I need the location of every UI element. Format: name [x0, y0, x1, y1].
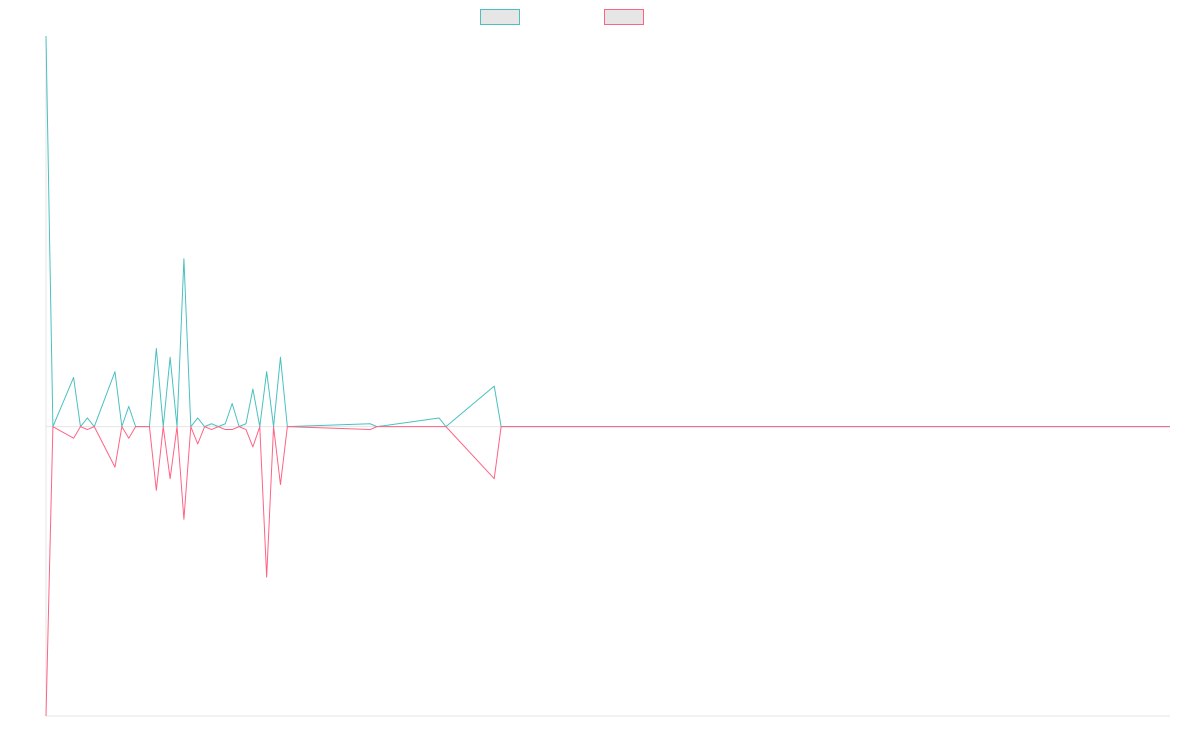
legend [0, 9, 1200, 27]
legend-item-series-1[interactable] [480, 9, 526, 25]
legend-swatch-series-1 [480, 9, 520, 25]
series-layer [45, 35, 1170, 717]
legend-item-series-2[interactable] [604, 9, 650, 25]
series-line-2[interactable] [45, 426, 1170, 717]
series-line-1[interactable] [45, 35, 1170, 428]
legend-swatch-series-2 [604, 9, 644, 25]
